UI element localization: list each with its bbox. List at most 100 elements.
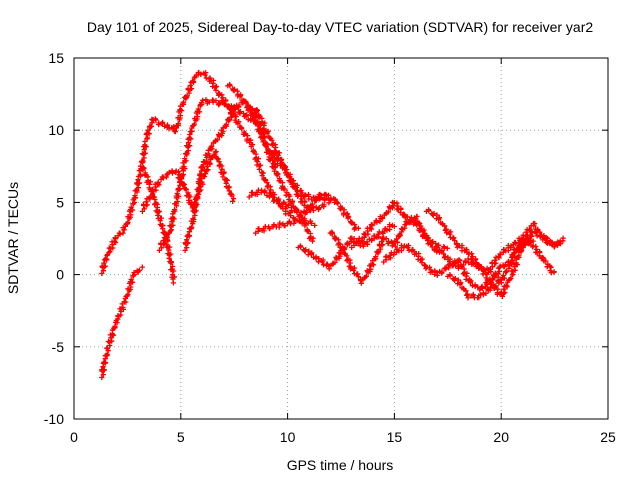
data-point-marker	[371, 229, 386, 242]
data-point-marker	[253, 223, 273, 236]
data-point-marker	[259, 170, 276, 196]
data-point-marker	[444, 229, 460, 248]
y-axis-label: SDTVAR / TECUs	[5, 182, 21, 294]
series-track-2	[150, 94, 190, 135]
data-point-marker	[198, 144, 215, 171]
y-tick-label: 10	[48, 122, 64, 138]
data-point-marker	[182, 216, 197, 253]
data-point-marker	[104, 235, 119, 258]
data-point-marker	[445, 272, 461, 283]
x-tick-label: 25	[600, 429, 616, 445]
series-track-3	[184, 69, 297, 221]
data-point-marker	[456, 257, 473, 283]
series-track-1	[99, 116, 156, 277]
series-track-15	[327, 213, 450, 286]
data-point-marker	[237, 124, 254, 146]
data-point-marker	[498, 258, 515, 286]
y-tick-label: 15	[48, 50, 64, 66]
data-point-marker	[302, 221, 316, 244]
data-point-marker	[382, 222, 397, 234]
chart-title: Day 101 of 2025, Sidereal Day-to-day VTE…	[87, 19, 593, 35]
x-tick-labels: 0 5 10 15 20 25	[70, 429, 616, 445]
data-point-marker	[245, 106, 262, 133]
data-point-marker	[184, 72, 199, 99]
y-tick-label: 0	[56, 267, 64, 283]
data-point-marker	[391, 222, 408, 249]
data-point-marker	[130, 264, 145, 279]
data-point-marker	[327, 229, 343, 248]
y-tick-labels: -10 -5 0 5 10 15	[44, 50, 64, 427]
x-axis-label: GPS time / hours	[287, 457, 394, 473]
data-point-marker	[177, 94, 190, 113]
data-point-marker	[270, 150, 285, 169]
data-point-marker	[210, 97, 226, 108]
data-point-marker	[477, 279, 494, 291]
y-tick-label: 5	[56, 194, 64, 210]
data-point-marker	[166, 178, 184, 236]
series-track-21	[509, 228, 566, 258]
data-point-marker	[487, 251, 503, 272]
data-point-marker	[369, 235, 386, 267]
data-point-marker	[305, 250, 322, 262]
data-point-marker	[113, 299, 129, 325]
data-point-marker	[130, 173, 144, 207]
data-point-marker	[413, 221, 430, 240]
series-track-13	[253, 216, 318, 236]
data-point-marker	[258, 188, 278, 203]
x-tick-label: 15	[387, 429, 403, 445]
data-point-marker	[220, 107, 237, 134]
data-point-marker	[155, 171, 170, 185]
grid-lines	[74, 58, 608, 419]
data-point-marker	[345, 213, 361, 232]
data-point-marker	[156, 119, 171, 130]
data-point-marker	[139, 165, 153, 191]
data-point-marker	[121, 272, 138, 305]
data-point-marker	[498, 272, 515, 299]
data-point-marker	[248, 141, 265, 176]
data-point-marker	[296, 216, 318, 228]
plot-frame	[73, 57, 609, 420]
data-point-marker	[433, 214, 449, 233]
data-point-marker	[455, 279, 471, 298]
y-tick-label: -5	[52, 339, 65, 355]
data-point-marker	[271, 196, 289, 207]
data-points	[99, 69, 566, 381]
data-point-marker	[99, 345, 111, 381]
data-point-marker	[283, 202, 303, 218]
data-point-marker	[235, 92, 251, 111]
data-point-marker	[201, 149, 218, 177]
x-tick-label: 5	[177, 429, 185, 445]
data-point-marker	[540, 235, 555, 248]
data-point-marker	[156, 228, 174, 253]
series-track-20	[487, 235, 557, 276]
data-point-marker	[267, 156, 286, 191]
series-track-7	[156, 97, 259, 253]
data-point-marker	[187, 101, 205, 135]
data-point-marker	[358, 261, 376, 286]
data-point-marker	[359, 222, 374, 243]
data-point-marker	[121, 199, 138, 233]
series-track-12	[246, 187, 327, 218]
series-track-4	[99, 264, 145, 381]
data-point-marker	[519, 229, 535, 251]
x-tick-label: 0	[70, 429, 78, 445]
data-point-marker	[454, 242, 470, 255]
data-point-marker	[435, 242, 451, 261]
data-point-marker	[190, 164, 206, 222]
data-point-marker	[424, 235, 440, 249]
series-track-17	[381, 242, 514, 293]
data-point-marker	[334, 199, 351, 218]
data-point-marker	[423, 207, 440, 218]
x-tick-label: 10	[280, 429, 296, 445]
data-point-marker	[281, 216, 303, 229]
data-point-marker	[290, 182, 308, 199]
data-point-marker	[225, 81, 241, 97]
data-point-marker	[253, 107, 269, 133]
series-track-11	[270, 150, 361, 232]
data-point-marker	[280, 206, 297, 221]
data-point-marker	[297, 206, 314, 218]
data-point-marker	[476, 264, 493, 283]
data-point-marker	[310, 202, 327, 214]
